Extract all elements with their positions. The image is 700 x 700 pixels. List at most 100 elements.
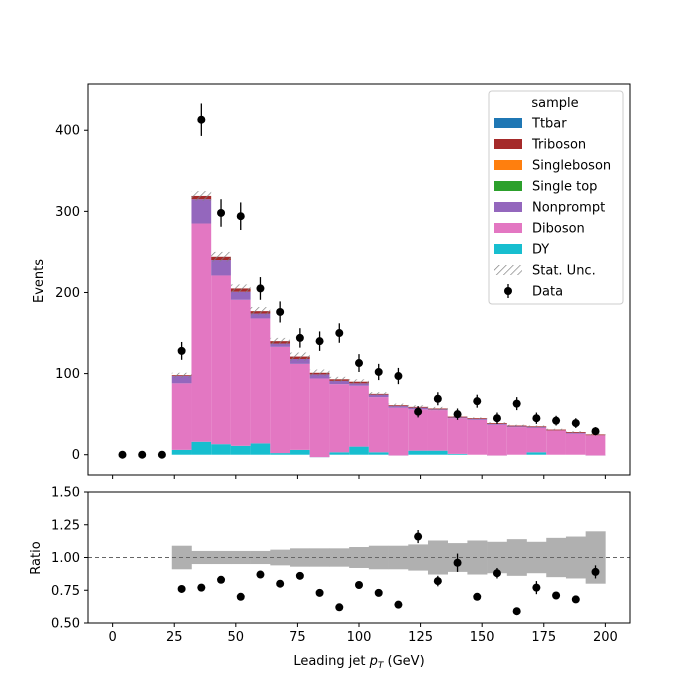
- hist-bar-diboson: [585, 435, 606, 456]
- hist-bar-diboson: [408, 409, 428, 451]
- ratio-point: [355, 581, 363, 590]
- ratio-panel: 0.50 0.75 1.00 1.25 1.50 0 25 50 75 100 125 150 175 2…: [51, 486, 631, 645]
- hist-bar-diboson: [230, 299, 251, 446]
- stat-unc-hatch: [467, 417, 488, 420]
- ratio-point: [335, 603, 344, 612]
- stat-unc-hatch: [546, 428, 566, 431]
- ratio-x-tick-label: 25: [166, 630, 183, 645]
- main-y-tick-label: 200: [55, 286, 80, 301]
- legend: sample Ttbar Triboson Singleboson Single to…: [488, 90, 624, 305]
- ratio-y-tick-label: 1.50: [51, 486, 80, 501]
- hist-bar-dy: [349, 446, 369, 455]
- ratio-point: [394, 600, 403, 609]
- ratio-unc-band: [230, 550, 251, 565]
- data-point: [197, 115, 206, 124]
- hist-bar-nonprompt: [290, 359, 310, 364]
- legend-frame: [488, 90, 624, 305]
- legend-swatch-triboson: [494, 139, 522, 149]
- hist-bar-nonprompt: [506, 426, 527, 428]
- ratio-point: [571, 595, 580, 604]
- legend-label-dy: DY: [532, 243, 549, 258]
- ratio-y-tick-label: 1.25: [51, 518, 80, 533]
- ratio-unc-band: [565, 536, 586, 579]
- ratio-unc-band: [546, 537, 567, 578]
- ratio-x-tick-label: 50: [228, 630, 245, 645]
- data-point: [492, 414, 501, 423]
- hist-bar-diboson: [506, 427, 527, 455]
- hist-bar-dy: [191, 441, 212, 455]
- stat-unc-hatch: [309, 369, 330, 377]
- hist-bar-nonprompt: [309, 374, 330, 379]
- legend-swatch-ttbar: [494, 118, 522, 128]
- ratio-x-tick-label: 100: [347, 630, 372, 645]
- hist-bar-nonprompt: [250, 313, 271, 319]
- ratio-point: [177, 584, 186, 593]
- data-point: [453, 410, 462, 419]
- stat-unc-hatch: [230, 284, 251, 293]
- data-point: [394, 372, 403, 381]
- main-y-tick-label: 300: [55, 205, 80, 220]
- ratio-unc-band: [349, 547, 370, 568]
- data-point: [256, 284, 265, 293]
- hist-bar-dy: [526, 452, 547, 455]
- ratio-point: [532, 583, 541, 592]
- legend-label-singleboson: Singleboson: [532, 159, 611, 174]
- ratio-point: [295, 571, 304, 580]
- legend-label-nonprompt: Nonprompt: [532, 201, 605, 216]
- ratio-point: [256, 570, 265, 579]
- hist-bar-diboson: [191, 223, 212, 442]
- legend-label-stat-unc: Stat. Unc.: [532, 264, 596, 279]
- hist-bar-nonprompt: [565, 432, 586, 434]
- legend-swatch-data: [504, 287, 512, 295]
- ratio-point: [492, 569, 501, 578]
- hist-bar-dy: [211, 444, 231, 455]
- data-point: [532, 414, 541, 423]
- stat-unc-hatch: [191, 191, 212, 201]
- hist-bar-nonprompt: [230, 291, 251, 300]
- data-point: [433, 394, 442, 403]
- ratio-x-tick-label: 175: [531, 630, 556, 645]
- ratio-x-tick-label: 150: [470, 630, 495, 645]
- data-point: [512, 399, 521, 408]
- legend-title: sample: [531, 96, 578, 111]
- legend-swatch-stat-unc: [494, 265, 522, 275]
- data-point: [217, 208, 226, 217]
- hist-bar-diboson: [467, 419, 488, 455]
- data-point: [335, 329, 344, 338]
- hist-bar-dy: [447, 453, 468, 455]
- main-y-axis-label: Events: [32, 259, 47, 303]
- legend-label-single-top: Single top: [532, 180, 597, 195]
- data-point: [414, 407, 423, 416]
- ratio-point: [276, 579, 285, 588]
- ratio-point: [453, 558, 462, 567]
- data-point: [138, 450, 147, 459]
- ratio-point: [591, 567, 600, 576]
- stat-unc-hatch: [368, 392, 389, 396]
- hist-bar-diboson: [329, 384, 350, 453]
- hist-bar-nonprompt: [487, 423, 507, 425]
- stat-unc-hatch: [526, 425, 547, 428]
- stat-unc-hatch: [565, 431, 586, 433]
- ratio-x-tick-label: 75: [289, 630, 306, 645]
- legend-label-diboson: Diboson: [532, 222, 585, 237]
- ratio-y-tick-label: 0.50: [51, 617, 80, 632]
- ratio-x-tick-label: 125: [408, 630, 433, 645]
- ratio-y-axis-label: Ratio: [29, 541, 44, 574]
- legend-swatch-dy: [494, 244, 522, 254]
- hist-bar-nonprompt: [467, 419, 488, 420]
- hist-bar-diboson: [427, 410, 448, 451]
- main-y-tick-label: 400: [55, 124, 80, 139]
- data-point: [276, 307, 285, 316]
- hist-bar-diboson: [171, 383, 192, 450]
- ratio-unc-band: [427, 540, 448, 575]
- hist-bar-nonprompt: [270, 343, 291, 347]
- legend-swatch-diboson: [494, 223, 522, 233]
- ratio-point: [473, 592, 482, 601]
- ratio-point: [236, 592, 245, 601]
- data-point: [236, 212, 245, 221]
- main-panel: 0 100 200 300 400: [55, 83, 631, 479]
- hist-bar-diboson: [290, 363, 310, 450]
- hist-bar-dy: [427, 450, 448, 455]
- stat-unc-hatch: [290, 352, 310, 361]
- hist-bar-nonprompt: [329, 380, 350, 385]
